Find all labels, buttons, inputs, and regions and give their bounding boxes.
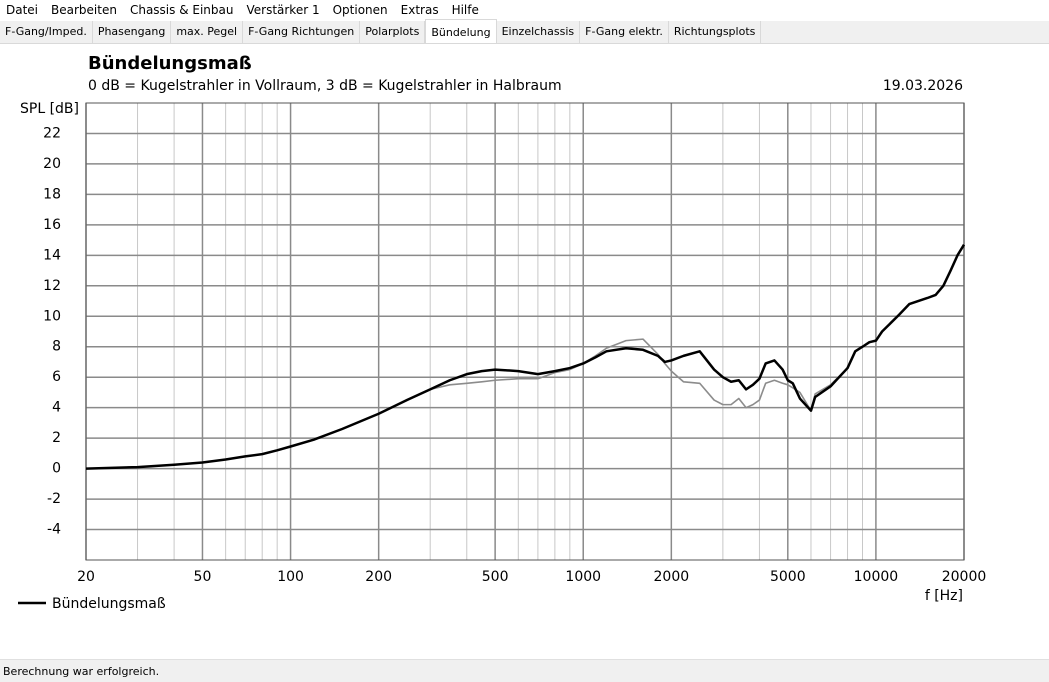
x-tick-label: 200 [365, 569, 392, 585]
chart-date: 19.03.2026 [883, 78, 963, 94]
y-tick-label: 16 [43, 217, 61, 233]
x-tick-label: 5000 [770, 569, 806, 585]
menu-item[interactable]: Optionen [332, 3, 388, 17]
x-tick-label: 20000 [942, 569, 987, 585]
status-bar: Berechnung war erfolgreich. [0, 659, 1049, 682]
y-tick-label: 4 [52, 400, 61, 416]
y-tick-label: 8 [52, 339, 61, 355]
menu-item[interactable]: Bearbeiten [51, 3, 117, 17]
y-tick-label: 2 [52, 430, 61, 446]
y-tick-label: 10 [43, 308, 61, 324]
menu-item[interactable]: Hilfe [451, 3, 479, 17]
y-axis-label: SPL [dB] [20, 101, 79, 117]
x-tick-label: 500 [482, 569, 509, 585]
y-tick-label: 0 [52, 461, 61, 477]
x-tick-label: 100 [277, 569, 304, 585]
y-tick-label: -2 [47, 491, 61, 507]
data-line [85, 244, 966, 470]
menu-bar: Datei Bearbeiten Chassis & Einbau Verstärke… [0, 0, 1049, 21]
chart-title: Bündelungsmaß [88, 53, 252, 74]
tab[interactable]: Polarplots [360, 21, 426, 43]
x-tick-label: 2000 [654, 569, 690, 585]
x-tick-label: 1000 [565, 569, 601, 585]
plot-frame [85, 102, 965, 561]
tab-bar: F-Gang/Imped. Phasengang max. Pegel F-Gang … [0, 19, 1049, 44]
tab[interactable]: F-Gang/Imped. [0, 21, 93, 43]
y-tick-label: 14 [43, 247, 61, 263]
x-tick-label: 20 [77, 569, 95, 585]
y-tick-label: 12 [43, 278, 61, 294]
status-text: Berechnung war erfolgreich. [3, 665, 160, 678]
x-tick-label: 50 [194, 569, 212, 585]
tab[interactable]: Phasengang [93, 21, 172, 43]
tab[interactable]: F-Gang elektr. [580, 21, 669, 43]
menu-item[interactable]: Extras [400, 3, 439, 17]
y-tick-label: 20 [43, 156, 61, 172]
menu-item[interactable]: Chassis & Einbau [129, 3, 234, 17]
tab[interactable]: Richtungsplots [669, 21, 762, 43]
tab[interactable]: Bündelung [425, 19, 497, 43]
plot-area [86, 103, 964, 560]
tab[interactable]: F-Gang Richtungen [243, 21, 361, 43]
menu-item[interactable]: Datei [6, 3, 39, 17]
x-axis-label: f [Hz] [925, 588, 963, 604]
y-tick-label: 22 [43, 125, 61, 141]
menu-item[interactable]: Verstärker 1 [246, 3, 320, 17]
y-tick-label: -4 [47, 522, 61, 538]
x-tick-label: 10000 [854, 569, 899, 585]
chart-subtitle: 0 dB = Kugelstrahler in Vollraum, 3 dB =… [88, 78, 562, 94]
y-tick-label: 6 [52, 369, 61, 385]
chart: Bündelungsmaß 0 dB = Kugelstrahler in Vo… [18, 53, 987, 612]
tab[interactable]: Einzelchassis [497, 21, 581, 43]
legend-label: Bündelungsmaß [52, 596, 166, 612]
tab[interactable]: max. Pegel [171, 21, 244, 43]
y-tick-label: 18 [43, 186, 61, 202]
